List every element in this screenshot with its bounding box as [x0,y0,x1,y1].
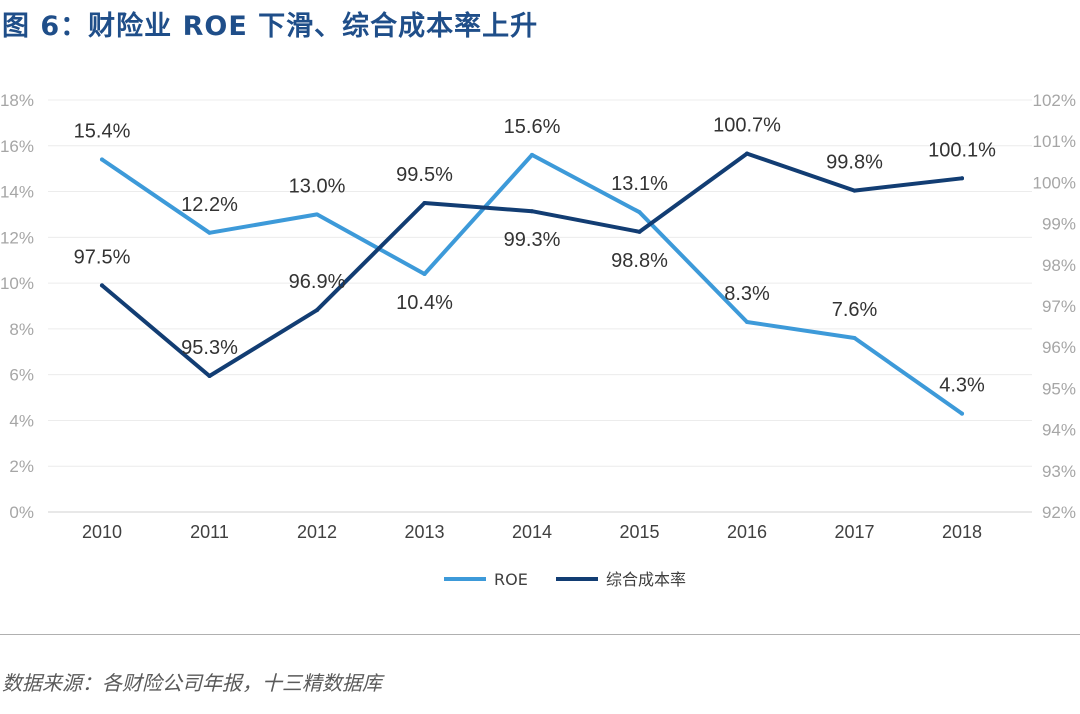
axis-ticks: 0% 2% 4% 6% 8% 10% 12% 14% 16% 18% 92% 93% 94% 95% 96%… [0,91,1076,542]
combined-ratio-label-2015: 98.8% [611,250,668,272]
left-tick-label: 2% [9,457,34,476]
right-tick-label: 98% [1042,256,1076,275]
x-tick-label: 2016 [727,522,767,542]
left-tick-label: 10% [0,274,34,293]
roe-point-2010 [100,157,104,162]
roe-point-2017 [852,336,857,341]
roe-point-2011 [207,230,212,235]
roe-point-2016 [745,320,749,325]
right-tick-label: 93% [1042,462,1076,481]
combined-ratio-point-2016 [745,151,749,156]
gridlines [48,99,1032,513]
right-tick-label: 92% [1042,503,1076,522]
x-tick-label: 2013 [404,522,444,542]
roe-point-2018 [960,411,964,416]
series-lines [100,151,964,416]
roe-label-2011: 12.2% [181,194,238,216]
right-tick-label: 101% [1033,132,1076,151]
roe-label-2016: 8.3% [724,283,770,305]
right-tick-label: 95% [1042,379,1076,398]
x-tick-label: 2014 [512,522,552,542]
legend-label-roe: ROE [494,570,528,589]
source-note: 数据来源：各财险公司年报，十三精数据库 [2,671,382,695]
roe-point-2013 [422,271,427,276]
combined-ratio-point-2017 [852,188,857,193]
right-tick-label: 94% [1042,421,1076,440]
figure-title: 图 6：财险业 ROE 下滑、综合成本率上升 [2,11,539,42]
roe-label-2017: 7.6% [832,299,878,321]
roe-label-2018: 4.3% [939,375,985,397]
right-tick-label: 96% [1042,338,1076,357]
roe-label-2015: 13.1% [611,173,668,195]
roe-label-2012: 13.0% [289,175,346,197]
left-tick-label: 14% [0,183,34,202]
combined-ratio-point-2013 [422,201,427,205]
left-tick-label: 4% [9,411,34,430]
right-tick-label: 99% [1042,215,1076,234]
x-tick-label: 2012 [297,522,337,542]
x-tick-label: 2011 [190,522,229,542]
x-tick-label: 2015 [619,522,659,542]
x-tick-label: 2017 [834,522,874,542]
combined-ratio-point-2011 [207,374,212,379]
combined-ratio-label-2014: 99.3% [504,229,561,251]
left-tick-label: 16% [0,137,34,156]
left-tick-label: 18% [0,91,34,110]
combined-ratio-label-2013: 99.5% [396,164,453,186]
right-tick-label: 100% [1033,173,1076,192]
data-labels: 15.4% 12.2% 13.0% 10.4% 15.6% 13.1% 8.3% 7.6% 4.… [74,115,996,397]
x-tick-label: 2018 [942,522,982,542]
roe-combined-ratio-chart: 0% 2% 4% 6% 8% 10% 12% 14% 16% 18% 92% 93% 94% 95% 96%… [0,91,1076,589]
left-tick-label: 0% [9,503,34,522]
roe-point-2014 [530,152,534,157]
roe-label-2014: 15.6% [504,116,561,138]
right-tick-label: 97% [1042,297,1076,316]
combined-ratio-point-2014 [530,209,534,214]
combined-ratio-label-2011: 95.3% [181,337,238,359]
legend: ROE 综合成本率 [444,570,686,589]
combined-ratio-point-2018 [960,176,964,181]
combined-ratio-label-2016: 100.7% [713,115,781,137]
combined-ratio-label-2017: 99.8% [826,152,883,174]
x-tick-label: 2010 [82,522,122,542]
left-tick-label: 8% [9,320,34,339]
legend-label-combined-ratio: 综合成本率 [606,570,686,589]
left-tick-label: 12% [0,228,34,247]
roe-label-2010: 15.4% [74,121,131,143]
roe-point-2012 [315,212,319,217]
combined-ratio-point-2010 [100,283,104,288]
combined-ratio-label-2012: 96.9% [289,271,346,293]
left-tick-label: 6% [9,366,34,385]
footer-divider [0,634,1080,635]
roe-point-2015 [637,210,642,215]
right-tick-label: 102% [1033,91,1076,110]
combined-ratio-point-2012 [315,308,319,313]
roe-label-2013: 10.4% [396,292,453,314]
combined-ratio-label-2018: 100.1% [928,139,996,161]
combined-ratio-point-2015 [637,229,642,234]
combined-ratio-label-2010: 97.5% [74,246,131,268]
